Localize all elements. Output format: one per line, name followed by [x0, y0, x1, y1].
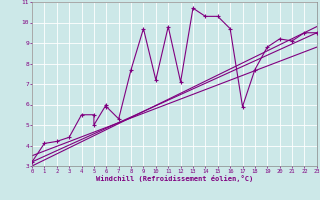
X-axis label: Windchill (Refroidissement éolien,°C): Windchill (Refroidissement éolien,°C)	[96, 175, 253, 182]
